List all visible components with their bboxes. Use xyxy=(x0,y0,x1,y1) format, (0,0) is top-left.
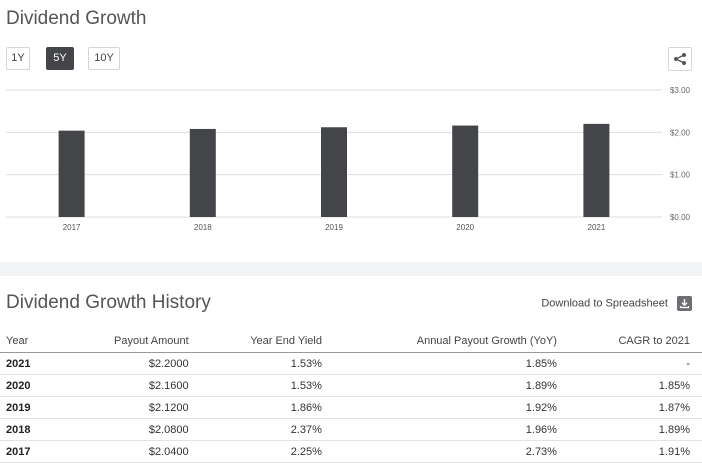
range-1y-button[interactable]: 1Y xyxy=(6,47,30,70)
year-cell: 2021 xyxy=(0,352,64,375)
year-cell: 2019 xyxy=(0,396,64,419)
y-tick-label: $0.00 xyxy=(670,213,691,222)
growth-cell: 1.92% xyxy=(333,396,569,419)
download-label: Download to Spreadsheet xyxy=(541,297,668,310)
yield-cell: 2.37% xyxy=(200,418,334,441)
cagr-cell: 1.87% xyxy=(568,396,702,419)
cagr-cell: 1.91% xyxy=(568,440,702,463)
table-row: 2021 $2.2000 1.53% 1.85% - xyxy=(0,352,702,375)
table-row: 2017 $2.0400 2.25% 2.73% 1.91% xyxy=(0,440,702,463)
table-header-row: Year Payout Amount Year End Yield Annual… xyxy=(0,330,702,353)
payout-cell: $2.2000 xyxy=(63,352,201,375)
bar xyxy=(58,130,85,217)
column-header: CAGR to 2021 xyxy=(568,330,702,353)
year-cell: 2017 xyxy=(0,440,64,463)
column-header: Year End Yield xyxy=(200,330,334,353)
dividend-history-panel: Dividend Growth History Download to Spre… xyxy=(0,276,702,463)
range-5y-button[interactable]: 5Y xyxy=(46,47,74,70)
yield-cell: 1.86% xyxy=(200,396,334,419)
download-icon xyxy=(677,296,692,311)
bar xyxy=(583,123,610,217)
growth-cell: 1.85% xyxy=(333,352,569,375)
payout-cell: $2.0400 xyxy=(63,440,201,463)
yield-cell: 1.53% xyxy=(200,374,334,397)
x-tick-label: 2019 xyxy=(325,223,343,232)
bar xyxy=(321,127,347,217)
growth-cell: 1.89% xyxy=(333,374,569,397)
payout-cell: $2.1200 xyxy=(63,396,201,419)
year-cell: 2018 xyxy=(0,418,64,441)
y-tick-label: $2.00 xyxy=(670,128,691,137)
yield-cell: 2.25% xyxy=(200,440,334,463)
payout-cell: $2.0800 xyxy=(63,418,201,441)
page-title: Dividend Growth xyxy=(6,8,147,29)
table-row: 2020 $2.1600 1.53% 1.89% 1.85% xyxy=(0,374,702,397)
dividend-bar-chart: $3.00 $2.00 $1.00 $0.00 2017 2018 2019 2020 2021 xyxy=(6,86,691,232)
section-divider xyxy=(0,262,702,276)
share-icon xyxy=(674,53,686,65)
x-tick-label: 2017 xyxy=(63,223,81,232)
table-row: 2018 $2.0800 2.37% 1.96% 1.89% xyxy=(0,418,702,441)
bar xyxy=(452,125,479,217)
y-tick-label: $1.00 xyxy=(670,171,691,180)
column-header: Payout Amount xyxy=(63,330,201,353)
y-tick-label: $3.00 xyxy=(670,86,691,95)
x-tick-label: 2020 xyxy=(456,223,474,232)
column-header: Annual Payout Growth (YoY) xyxy=(333,330,569,353)
history-title: Dividend Growth History xyxy=(6,292,211,313)
table-row: 2019 $2.1200 1.86% 1.92% 1.87% xyxy=(0,396,702,419)
download-spreadsheet-link[interactable]: Download to Spreadsheet xyxy=(541,296,692,311)
growth-cell: 2.73% xyxy=(333,440,569,463)
year-cell: 2020 xyxy=(0,374,64,397)
dividend-growth-panel: Dividend Growth 1Y 5Y 10Y $3.00 $2.00 $1.0… xyxy=(6,8,692,232)
share-button[interactable] xyxy=(668,47,692,71)
bar xyxy=(189,128,216,217)
column-header: Year xyxy=(0,330,64,353)
payout-cell: $2.1600 xyxy=(63,374,201,397)
x-tick-label: 2018 xyxy=(194,223,212,232)
range-10y-button[interactable]: 10Y xyxy=(88,47,120,70)
growth-cell: 1.96% xyxy=(333,418,569,441)
cagr-cell: 1.89% xyxy=(568,418,702,441)
x-tick-label: 2021 xyxy=(588,223,606,232)
cagr-cell: 1.85% xyxy=(568,374,702,397)
cagr-cell: - xyxy=(568,352,702,375)
yield-cell: 1.53% xyxy=(200,352,334,375)
dividend-history-table: Year Payout Amount Year End Yield Annual… xyxy=(0,330,702,463)
